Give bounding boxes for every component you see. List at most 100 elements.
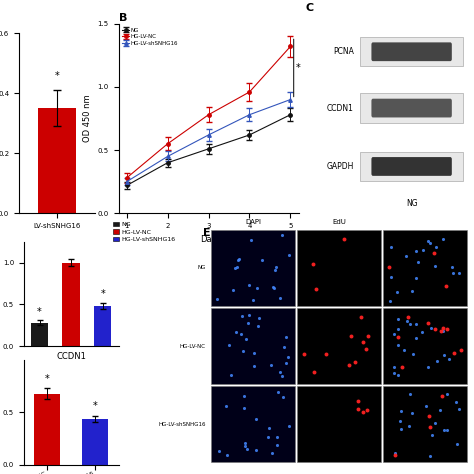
Point <box>240 392 248 400</box>
Point <box>359 338 366 346</box>
Bar <box>82 419 108 465</box>
Bar <box>63 263 80 346</box>
Point <box>439 324 447 331</box>
Point <box>276 294 284 302</box>
Point <box>241 442 248 449</box>
Point <box>386 297 394 304</box>
Point <box>432 419 439 427</box>
Point <box>387 273 395 281</box>
Bar <box>360 93 463 123</box>
Point <box>243 446 251 453</box>
Point <box>391 369 398 376</box>
Point <box>231 264 239 272</box>
Point <box>243 335 250 343</box>
Point <box>354 405 362 412</box>
Point <box>235 256 242 264</box>
Text: *: * <box>100 289 105 299</box>
Bar <box>297 386 381 462</box>
Bar <box>211 308 294 384</box>
Point <box>455 405 463 413</box>
Point <box>457 346 465 354</box>
Point <box>229 287 237 294</box>
Point <box>427 324 435 331</box>
Bar <box>35 393 61 465</box>
Bar <box>211 230 294 306</box>
Point <box>424 363 432 371</box>
Point <box>394 371 402 379</box>
Point <box>403 317 410 324</box>
Point <box>284 353 292 361</box>
Point <box>278 232 286 239</box>
Point <box>345 361 352 369</box>
Point <box>250 349 258 356</box>
Point <box>313 285 320 293</box>
Point <box>391 363 398 370</box>
Point <box>264 433 272 440</box>
Point <box>425 237 432 245</box>
Point <box>258 256 266 264</box>
Text: NG: NG <box>406 199 418 208</box>
Point <box>394 333 401 340</box>
Point <box>247 237 255 244</box>
Point <box>213 295 220 302</box>
Point <box>407 391 414 398</box>
Point <box>245 311 253 319</box>
Point <box>412 334 419 342</box>
Point <box>443 325 451 333</box>
Point <box>301 350 308 358</box>
Point <box>387 244 394 251</box>
Bar <box>383 308 466 384</box>
Point <box>393 288 401 296</box>
Point <box>233 263 240 271</box>
Text: *: * <box>37 307 42 317</box>
Point <box>363 407 371 414</box>
Point <box>418 328 426 336</box>
Y-axis label: OD 450 nm: OD 450 nm <box>83 95 92 142</box>
Point <box>408 287 416 295</box>
Text: C: C <box>305 3 314 13</box>
Point <box>438 328 445 335</box>
Point <box>226 341 233 348</box>
Point <box>432 325 439 333</box>
FancyBboxPatch shape <box>372 157 452 176</box>
Bar <box>297 230 381 306</box>
Text: NG: NG <box>198 265 206 270</box>
Point <box>340 236 348 243</box>
Point <box>455 269 463 277</box>
Point <box>440 426 447 434</box>
Point <box>364 332 372 339</box>
Point <box>278 372 286 380</box>
Point <box>412 274 419 282</box>
Text: *: * <box>55 71 59 81</box>
Point <box>271 266 278 274</box>
Point <box>398 363 406 371</box>
Text: HG-LV-shSNHG16: HG-LV-shSNHG16 <box>158 422 206 427</box>
Point <box>440 351 448 358</box>
Point <box>273 441 281 448</box>
Point <box>453 440 461 447</box>
Point <box>351 359 359 366</box>
Bar <box>211 386 294 462</box>
Point <box>273 263 280 271</box>
Text: EdU: EdU <box>332 219 346 225</box>
Point <box>409 350 416 358</box>
Point <box>237 330 245 338</box>
Point <box>244 319 251 327</box>
Point <box>394 325 402 333</box>
Bar <box>360 152 463 181</box>
Point <box>430 249 438 256</box>
Point <box>386 263 393 271</box>
Point <box>268 449 276 457</box>
Point <box>235 255 242 263</box>
Point <box>241 439 248 447</box>
Legend: NG, HG-LV-NC, HG-LV-shSNHG16: NG, HG-LV-NC, HG-LV-shSNHG16 <box>112 221 176 243</box>
Point <box>232 328 240 336</box>
Point <box>443 390 451 398</box>
Point <box>431 263 439 270</box>
Point <box>309 261 317 268</box>
Point <box>397 408 404 415</box>
Point <box>280 344 288 351</box>
Point <box>252 446 260 454</box>
Point <box>407 320 414 328</box>
Point <box>402 252 410 259</box>
